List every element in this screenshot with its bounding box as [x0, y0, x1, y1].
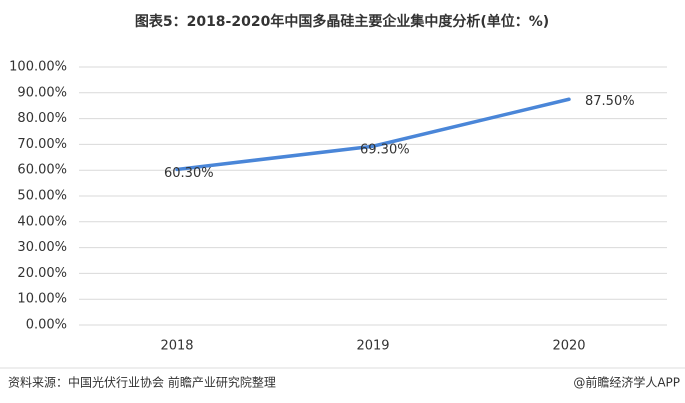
data-label: 60.30%: [164, 166, 214, 181]
brand: @前瞻经济学人APP: [573, 375, 680, 390]
y-tick-label: 20.00%: [17, 266, 67, 281]
y-tick-label: 60.00%: [17, 163, 67, 178]
y-tick-label: 0.00%: [26, 318, 67, 333]
y-tick-label: 40.00%: [17, 214, 67, 229]
y-tick-label: 30.00%: [17, 240, 67, 255]
y-tick-label: 50.00%: [17, 189, 67, 204]
data-label: 69.30%: [360, 143, 410, 158]
y-tick-label: 100.00%: [9, 60, 67, 75]
x-tick-label: 2020: [552, 339, 585, 354]
x-tick-label: 2019: [356, 339, 389, 354]
data-line: [175, 97, 571, 172]
y-tick-label: 80.00%: [17, 111, 67, 126]
y-tick-label: 90.00%: [17, 85, 67, 100]
x-tick-label: 2018: [160, 339, 193, 354]
y-tick-label: 70.00%: [17, 137, 67, 152]
y-tick-label: 10.00%: [17, 292, 67, 307]
data-label: 87.50%: [585, 94, 635, 109]
chart-title: 图表5：2018-2020年中国多晶硅主要企业集中度分析(单位：%): [135, 13, 549, 30]
source-note: 资料来源：中国光伏行业协会 前瞻产业研究院整理: [8, 375, 276, 390]
